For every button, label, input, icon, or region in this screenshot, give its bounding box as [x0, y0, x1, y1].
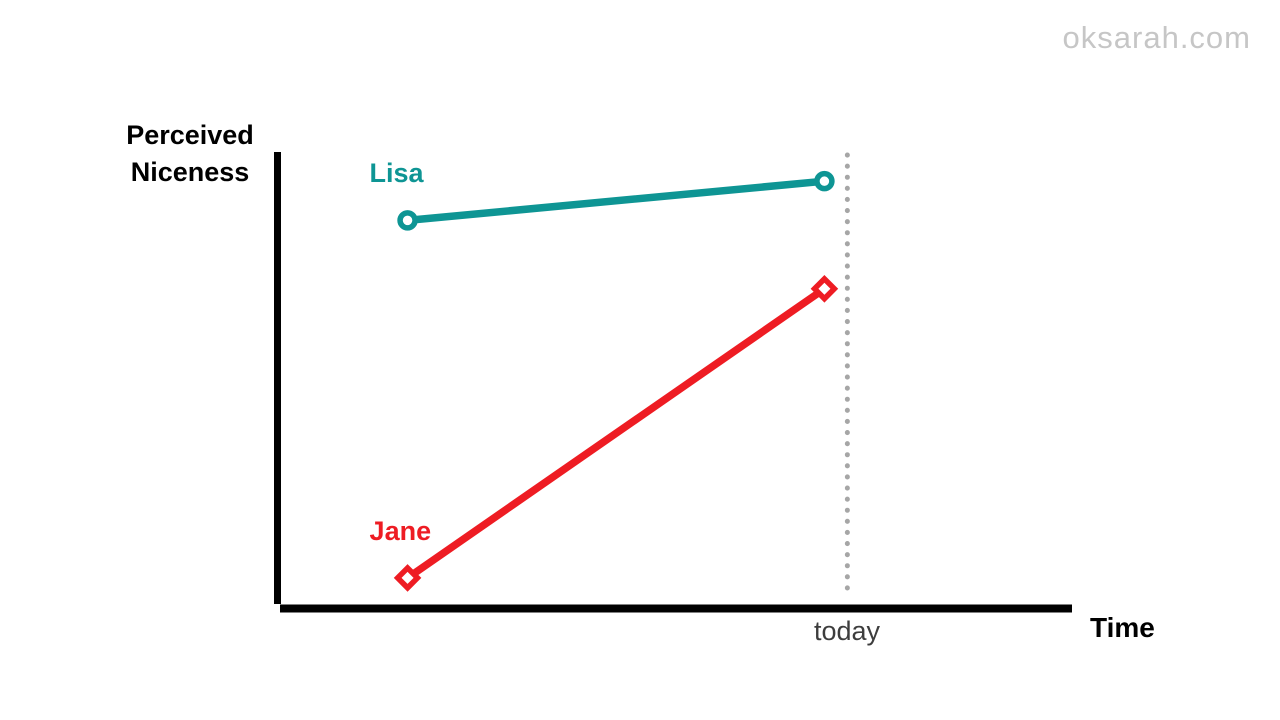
diamond-marker-jane: [810, 275, 839, 303]
circle-marker-lisa: [397, 210, 418, 231]
x-tick-label-today: today: [813, 616, 881, 646]
circle-marker-lisa: [814, 170, 835, 192]
series-line-lisa: [403, 177, 829, 225]
diamond-marker-jane: [393, 564, 422, 592]
y-axis-label: Perceived Niceness: [126, 120, 254, 187]
series-line-jane: [403, 285, 829, 582]
x-axis-label: Time: [1090, 612, 1155, 643]
watermark: oksarah.com: [1062, 20, 1251, 55]
series-label-lisa: Lisa: [369, 158, 424, 189]
series-label-jane: Jane: [369, 515, 432, 546]
